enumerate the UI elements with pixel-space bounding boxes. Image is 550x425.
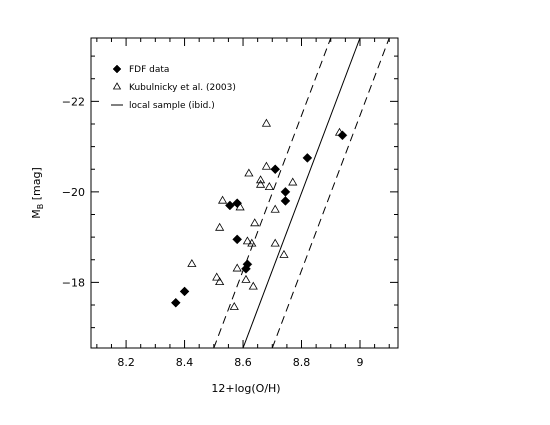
- kubulnicky-data-point: [270, 238, 280, 247]
- kubulnicky-data-point: [288, 177, 298, 186]
- fdf-data-point: [225, 200, 235, 211]
- kubulnicky-data-point: [187, 258, 197, 267]
- y-axis-label-unit: [mag]: [30, 167, 43, 204]
- data-points: [170, 118, 348, 310]
- fdf-data-point: [280, 196, 291, 206]
- fdf-data-point: [242, 259, 253, 270]
- x-axis-label: 12+log(O/H): [211, 382, 280, 395]
- kubulnicky-data-point: [212, 272, 222, 281]
- kubulnicky-data-point: [247, 238, 257, 247]
- kubulnicky-data-point: [261, 118, 272, 127]
- local-sample-line: [242, 38, 361, 348]
- x-tick-label: 9: [356, 356, 363, 369]
- y-axis-label-sub: B: [36, 204, 45, 210]
- legend-kubulnicky-marker: [112, 82, 122, 90]
- y-axis-label: MB [mag]: [30, 167, 45, 219]
- kubulnicky-data-point: [250, 218, 260, 227]
- legend-local-label: local sample (ibid.): [129, 101, 215, 111]
- y-tick-label: −20: [62, 186, 85, 199]
- kubulnicky-data-point: [264, 182, 274, 190]
- axis-ticks: 8.2 8.4 8.6 8.8 9 −18 −20 −22: [62, 38, 398, 369]
- y-tick-label: −22: [62, 95, 85, 108]
- kubulnicky-data-point: [241, 274, 251, 283]
- legend-kubulnicky-label: Kubulnicky et al. (2003): [129, 83, 236, 93]
- dashed-relation-line: [271, 38, 390, 348]
- x-tick-label: 8.4: [176, 356, 194, 369]
- legend-fdf-marker: [112, 64, 122, 74]
- x-tick-label: 8.2: [117, 356, 135, 369]
- fdf-data-point: [270, 164, 281, 175]
- kubulnicky-data-point: [229, 301, 239, 310]
- kubulnicky-data-point: [235, 202, 245, 211]
- fdf-data-point: [302, 153, 313, 163]
- legend: FDF data Kubulnicky et al. (2003) local sa…: [111, 64, 236, 111]
- kubulnicky-data-point: [232, 263, 242, 272]
- plot-frame: [90, 37, 399, 349]
- plot-area: [90, 37, 399, 349]
- y-axis-label-main: M: [30, 209, 43, 219]
- kubulnicky-data-point: [261, 161, 272, 170]
- dashed-relation-line: [213, 38, 332, 348]
- x-tick-label: 8.8: [293, 356, 311, 369]
- kubulnicky-data-point: [248, 281, 258, 290]
- fdf-data-point: [280, 187, 291, 197]
- fdf-data-point: [179, 286, 190, 297]
- kubulnicky-data-point: [279, 249, 289, 258]
- kubulnicky-data-point: [334, 127, 345, 136]
- fdf-data-point: [232, 234, 243, 245]
- kubulnicky-data-point: [244, 168, 254, 177]
- fdf-data-point: [170, 297, 181, 308]
- kubulnicky-data-point: [270, 204, 280, 213]
- x-tick-label: 8.6: [234, 356, 252, 369]
- kubulnicky-data-point: [242, 236, 253, 245]
- legend-fdf-label: FDF data: [129, 65, 169, 75]
- kubulnicky-data-point: [255, 179, 266, 188]
- kubulnicky-data-point: [255, 175, 266, 184]
- y-tick-label: −18: [62, 276, 85, 289]
- kubulnicky-data-point: [215, 222, 225, 231]
- relation-lines: [213, 38, 390, 348]
- kubulnicky-data-point: [217, 195, 228, 204]
- kubulnicky-data-point: [215, 277, 225, 286]
